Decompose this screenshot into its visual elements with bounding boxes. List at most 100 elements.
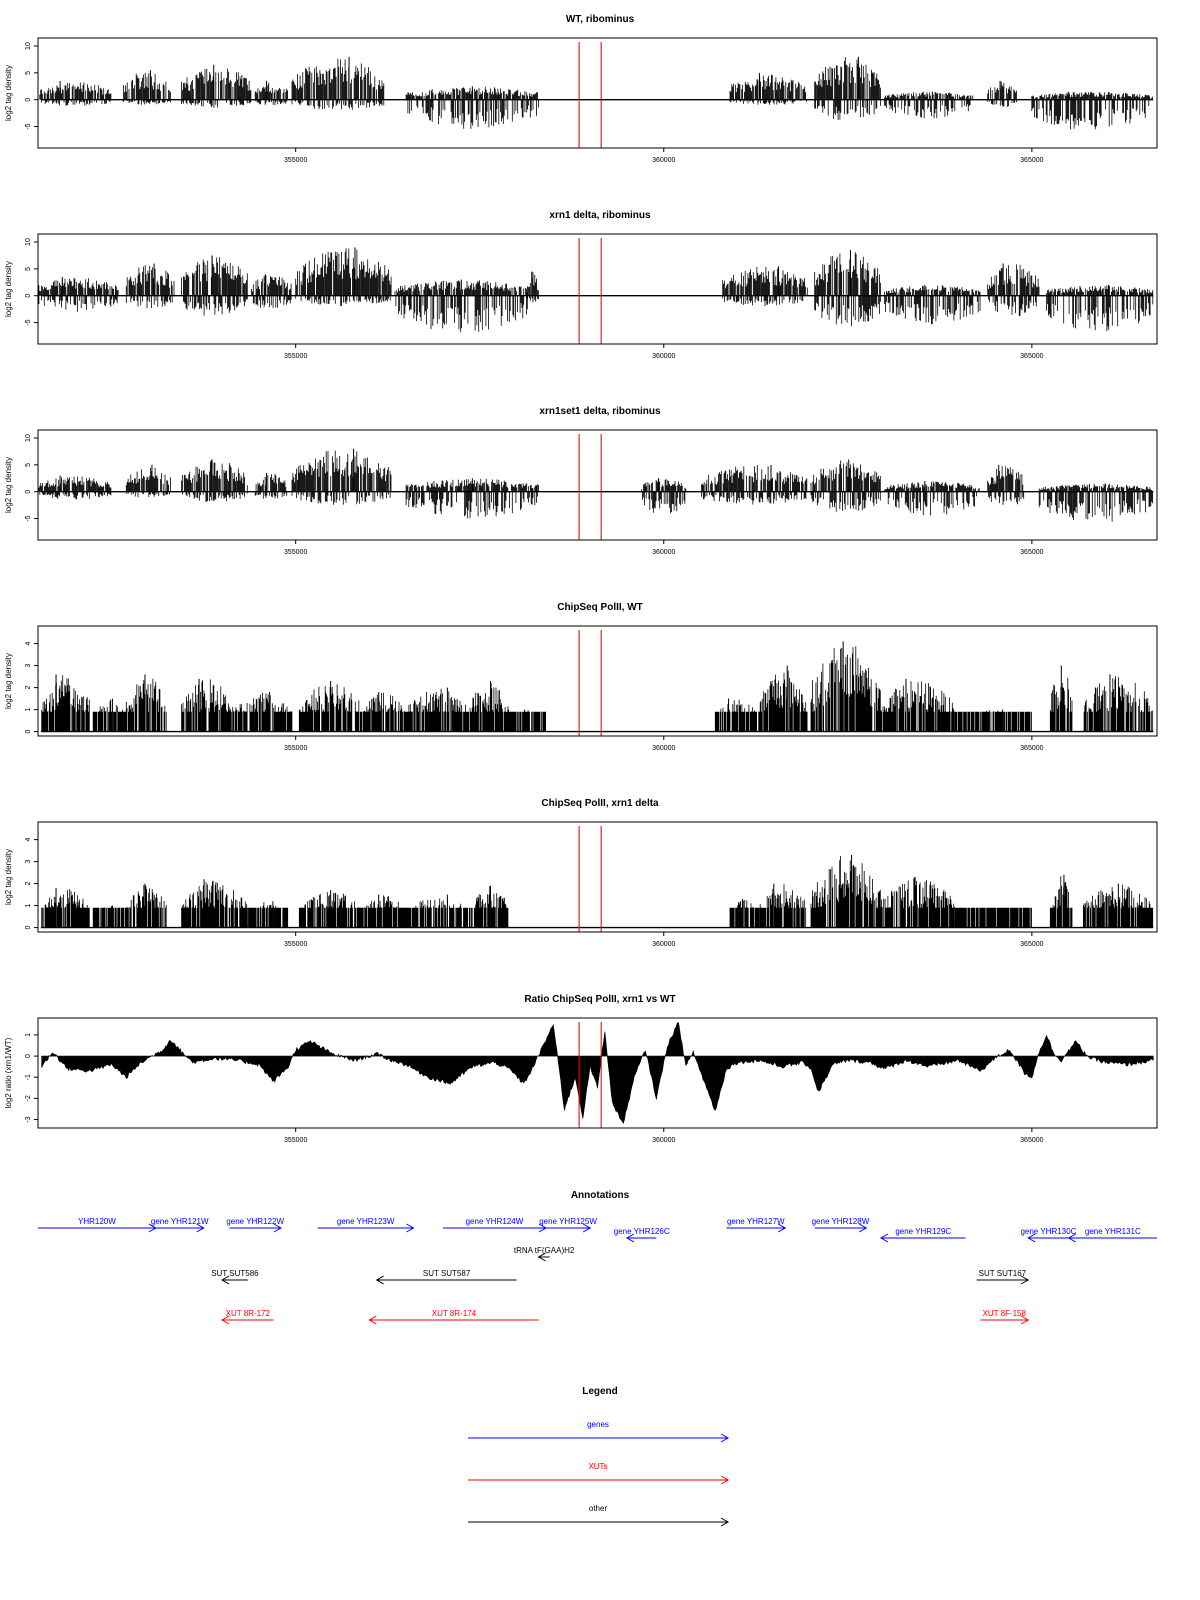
feature-label: XUT 8R-174 [432, 1309, 477, 1318]
gene-annotation: gene YHR128W [812, 1217, 870, 1233]
x-tick-label: 365000 [1020, 745, 1043, 752]
bar-segment [810, 641, 881, 732]
bar-mark [181, 679, 234, 732]
ratio-area [41, 1022, 1154, 1125]
y-tick-label: 1 [25, 708, 32, 712]
bar-segment [880, 678, 955, 732]
chart-panel-2: xrn1 delta, ribominus log2 tag density -5 0… [4, 210, 1158, 360]
feature-arrowhead [375, 1275, 384, 1285]
bar-segment [987, 80, 1017, 107]
bar-mark [232, 692, 293, 732]
gene-annotation: gene YHR127W [726, 1217, 787, 1233]
gene-annotation: YHR120W [38, 1217, 157, 1233]
bar-mark [987, 264, 1040, 316]
feature-label: gene YHR125W [539, 1217, 597, 1226]
y-tick-label: 3 [25, 860, 32, 864]
bar-mark [469, 886, 509, 928]
bar-segment [254, 472, 288, 499]
feature-arrowhead [858, 1223, 868, 1233]
bar-mark [1049, 876, 1073, 928]
feature-label: SUT SUT167 [979, 1269, 1027, 1278]
feature-label: SUT SUT586 [211, 1269, 259, 1278]
y-tick-label: -5 [25, 319, 32, 325]
bar-segment [1083, 883, 1154, 928]
feature-label: gene YHR122W [226, 1217, 284, 1226]
bar-segment [37, 475, 112, 500]
y-tick-label: 5 [25, 71, 32, 75]
y-tick-label: 5 [25, 267, 32, 271]
feature-label: gene YHR130C [1020, 1227, 1076, 1236]
chart-title: ChipSeq PolII, WT [557, 602, 643, 613]
bar-mark [41, 675, 90, 732]
y-tick-label: 2 [25, 686, 32, 690]
bar-mark [251, 275, 292, 308]
bar-segment [759, 883, 807, 928]
bar-segment [884, 91, 974, 119]
bar-segment [1049, 665, 1073, 732]
bar-mark [37, 476, 112, 500]
bar-segment [701, 464, 808, 505]
bar-segment [729, 899, 760, 928]
bar-mark [729, 900, 760, 928]
feature-arrowhead [625, 1233, 635, 1243]
bar-mark [880, 681, 955, 732]
y-axis-label: log2 tag density [4, 65, 13, 121]
chart-panel-6: Ratio ChipSeq PolII, xrn1 vs WT log2 rati… [4, 994, 1158, 1144]
chart-title: xrn1set1 delta, ribominus [539, 406, 661, 417]
bar-mark [527, 272, 539, 303]
x-tick-label: 365000 [1020, 353, 1043, 360]
bar-mark [884, 91, 974, 119]
bar-segment [92, 905, 127, 928]
bar-segment [814, 250, 881, 327]
bar-mark [92, 699, 127, 732]
y-tick-label: 1 [25, 1033, 32, 1037]
bar-mark [37, 277, 119, 312]
legend-label: XUTs [588, 1462, 607, 1471]
gene-annotation: gene YHR126C [614, 1227, 670, 1243]
bar-mark [729, 74, 807, 105]
other-annotation: tRNA tF(GAA)H2 [514, 1246, 575, 1262]
y-tick-label: 10 [25, 42, 32, 50]
bar-segment [295, 247, 392, 306]
bar-mark [181, 460, 248, 502]
feature-label: gene YHR121W [151, 1217, 209, 1226]
bar-mark [248, 902, 289, 928]
bar-mark [884, 285, 981, 325]
annotations-title: Annotations [571, 1190, 630, 1201]
bar-mark [1038, 483, 1153, 522]
y-tick-label: 4 [25, 838, 32, 842]
bar-segment [125, 883, 167, 928]
bar-segment [987, 464, 1025, 505]
y-tick-label: 0 [25, 1054, 32, 1058]
y-tick-label: -3 [25, 1116, 32, 1122]
bar-mark [722, 266, 808, 307]
bar-mark [759, 670, 808, 732]
chart-panel-5: ChipSeq PolII, xrn1 delta log2 tag densit… [4, 798, 1158, 948]
bar-mark [1046, 285, 1154, 332]
bar-segment [405, 86, 539, 129]
bar-segment [125, 674, 167, 732]
y-tick-label: 1 [25, 904, 32, 908]
bar-series [37, 56, 1153, 130]
bar-mark [298, 892, 362, 928]
bar-segment [181, 678, 234, 732]
x-tick-label: 365000 [1020, 549, 1043, 556]
gene-annotation: gene YHR129C [879, 1227, 966, 1243]
bar-segment [880, 877, 955, 928]
bar-mark [954, 907, 1032, 928]
bar-segment [181, 255, 248, 316]
bar-segment [810, 459, 881, 512]
plot-frame [37, 429, 1158, 541]
x-tick-label: 355000 [284, 1137, 307, 1144]
legend-arrowhead [720, 1475, 730, 1485]
bar-mark [880, 877, 955, 928]
bar-mark [759, 884, 807, 928]
feature-label: gene YHR131C [1085, 1227, 1141, 1236]
y-tick-label: 5 [25, 463, 32, 467]
legend-panel: Legend genes XUTs other [468, 1386, 730, 1527]
bar-mark [291, 58, 385, 110]
bar-mark [125, 467, 171, 498]
bar-segment [232, 692, 293, 732]
bar-series [41, 641, 1154, 732]
feature-arrowhead [368, 1315, 377, 1325]
